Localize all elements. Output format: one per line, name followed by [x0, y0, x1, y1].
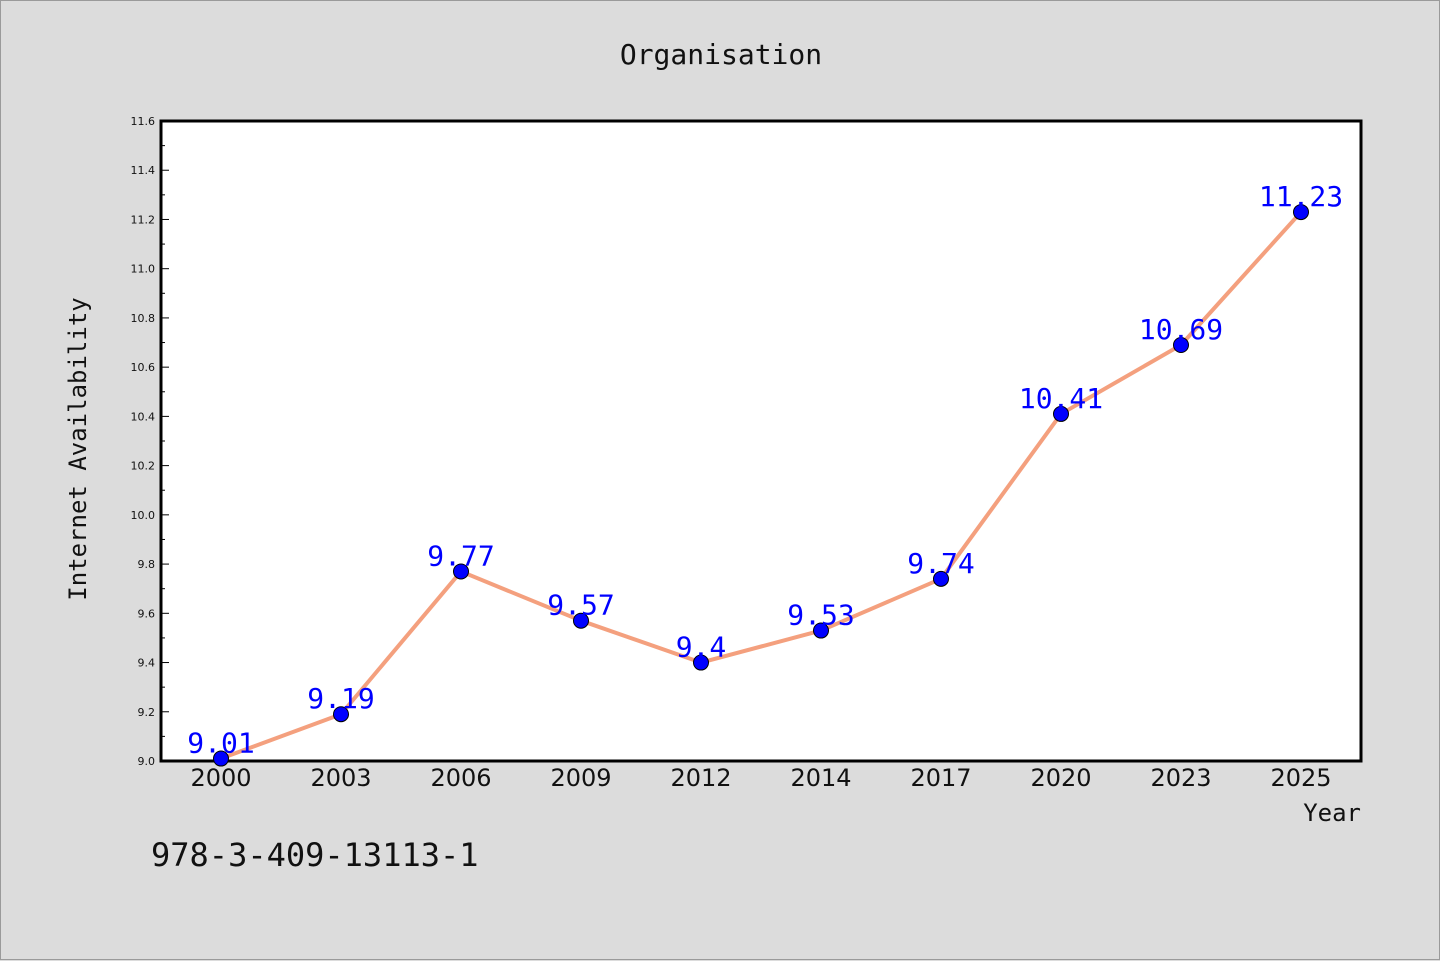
x-tick-label: 2017 [910, 764, 971, 792]
data-label: 10.69 [1139, 313, 1223, 346]
data-label: 9.19 [307, 682, 374, 715]
x-axis: 2000 2003 2006 2009 2012 2014 2017 2020 2023 2025 [190, 764, 1331, 792]
data-point-marker [1173, 337, 1189, 353]
data-label: 10.41 [1019, 382, 1103, 415]
data-label: 11.23 [1259, 180, 1343, 213]
y-axis-label: Internet Availability [64, 297, 92, 600]
x-tick-label: 2020 [1030, 764, 1091, 792]
x-tick-label: 2012 [670, 764, 731, 792]
y-tick-label: 10.6 [131, 361, 156, 374]
x-tick-label: 2023 [1150, 764, 1211, 792]
chart-title: Organisation [620, 38, 822, 71]
data-point-marker [813, 622, 829, 639]
y-tick-label: 9.4 [138, 657, 156, 670]
x-tick-label: 2009 [550, 764, 611, 792]
y-tick-label: 11.6 [131, 115, 156, 128]
data-point-marker [573, 612, 589, 629]
x-tick-label: 2006 [430, 764, 491, 792]
x-tick-label: 2000 [190, 764, 251, 792]
x-axis-label: Year [1303, 799, 1361, 827]
footer-isbn: 978-3-409-13113-1 [151, 836, 479, 874]
data-point-marker [213, 750, 229, 767]
y-tick-label: 9.2 [138, 706, 156, 719]
data-point-marker [1293, 204, 1309, 221]
series-line-group [213, 204, 1309, 767]
data-point-marker [933, 570, 949, 587]
x-tick-label: 2014 [790, 764, 851, 792]
data-label: 9.01 [187, 727, 254, 760]
data-point-marker [453, 563, 469, 580]
y-tick-label: 10.4 [131, 410, 156, 423]
data-point-marker [693, 654, 709, 671]
data-label: 9.4 [676, 631, 727, 664]
y-tick-label: 9.8 [138, 558, 156, 571]
x-tick-label: 2003 [310, 764, 371, 792]
y-tick-label: 10.8 [131, 312, 156, 325]
data-label: 9.77 [427, 539, 494, 572]
y-axis: 9.0 9.2 9.4 9.6 9.8 10.0 10.2 10.4 10.6 10.8 11.0 1… [131, 115, 169, 768]
data-point-marker [333, 706, 349, 723]
y-tick-label: 9.6 [138, 607, 156, 620]
data-point-marker [1053, 405, 1069, 422]
plot-area [159, 119, 1363, 763]
y-tick-label: 10.2 [131, 460, 156, 473]
data-label: 9.57 [547, 589, 614, 622]
data-label: 9.53 [787, 599, 854, 632]
series-line [219, 210, 1303, 761]
y-tick-label: 9.0 [138, 755, 156, 768]
data-label-group: 9.01 9.19 9.77 9.57 9.4 9.53 9.74 10.41 10.69 11.… [187, 180, 1343, 759]
data-label: 9.74 [907, 547, 974, 580]
y-tick-label: 11.2 [131, 213, 156, 226]
x-tick-label: 2025 [1270, 764, 1331, 792]
y-tick-label: 11.0 [131, 263, 156, 276]
y-tick-label: 10.0 [131, 509, 156, 522]
y-tick-label: 11.4 [131, 164, 156, 177]
